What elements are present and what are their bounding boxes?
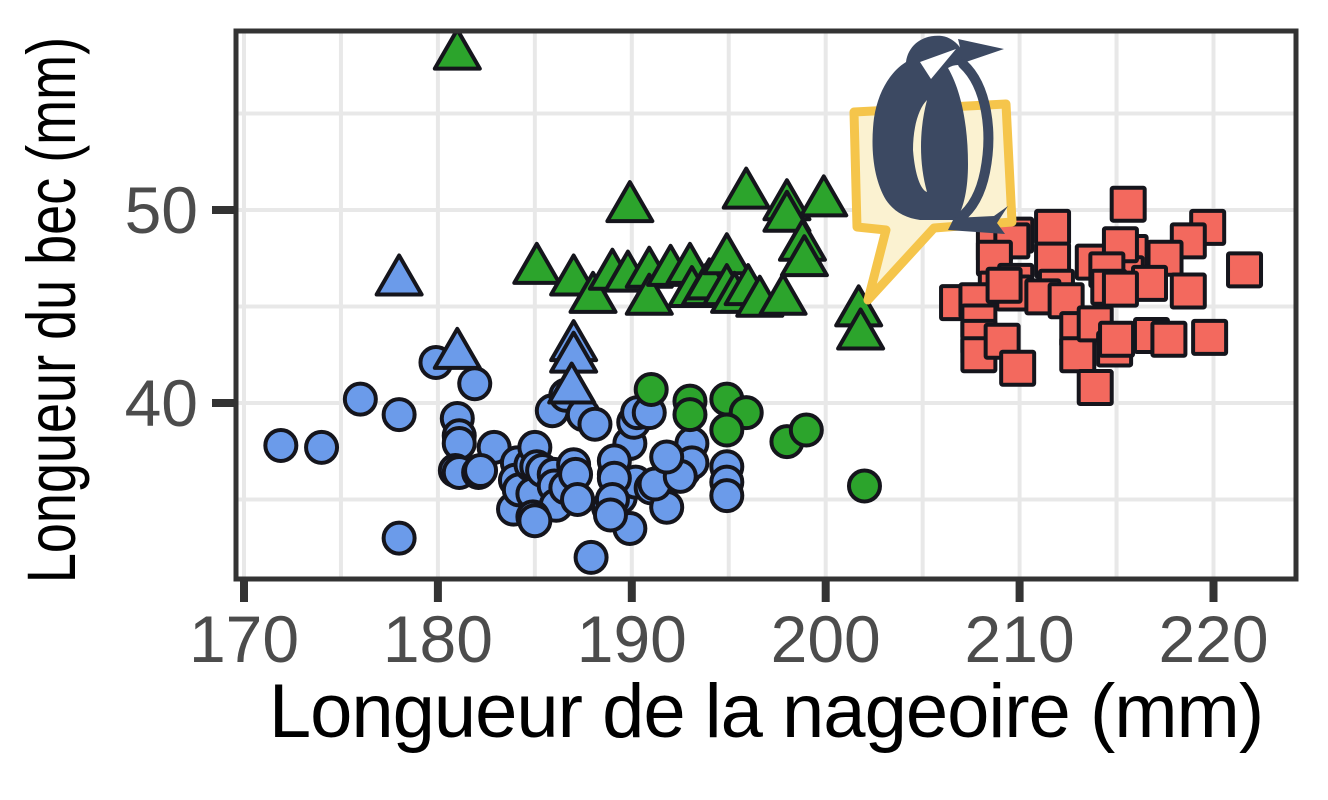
circle-marker — [573, 539, 609, 575]
triangle-marker — [547, 361, 597, 405]
square-marker — [1150, 320, 1188, 358]
square-marker — [1034, 208, 1072, 246]
x-axis-title: Longueur de la nageoire (mm) — [268, 669, 1264, 754]
penguin-eye-patch — [920, 49, 956, 79]
penguin-icon — [872, 35, 1008, 234]
x-tick-label: 220 — [1158, 602, 1268, 676]
circle-marker — [517, 503, 553, 539]
circle-marker — [463, 453, 499, 489]
circle-marker — [263, 427, 299, 463]
panel-border — [233, 28, 1299, 582]
series-green-circles — [633, 371, 882, 504]
triangle-marker — [758, 272, 808, 316]
square-marker — [1226, 251, 1264, 289]
circle-marker — [381, 397, 417, 433]
circle-marker — [560, 482, 596, 517]
penguin-back-line — [955, 59, 994, 223]
triangle-marker — [799, 174, 849, 218]
penguin-beak — [958, 39, 1004, 63]
square-marker — [1109, 185, 1147, 223]
circle-marker — [457, 366, 493, 402]
y-tick-label: 50 — [125, 173, 198, 247]
triangle-marker — [836, 307, 886, 351]
circle-marker — [304, 429, 340, 465]
triangle-marker — [605, 180, 655, 224]
circle-marker — [709, 478, 745, 514]
circle-marker — [649, 439, 685, 475]
y-axis-title: Longueur du bec (mm) — [13, 36, 91, 584]
series-green-triangles — [432, 31, 886, 351]
square-marker — [1098, 320, 1136, 358]
circle-marker — [592, 497, 628, 533]
y-axis-title-box: Longueur du bec (mm) — [0, 0, 104, 620]
circle-marker — [846, 468, 882, 504]
circle-marker — [672, 397, 708, 433]
x-tick-label: 200 — [771, 602, 881, 676]
triangle-marker — [624, 272, 674, 316]
penguin-wing-gap — [913, 100, 927, 192]
circle-marker — [633, 371, 669, 407]
axis-ticks: 170 180 190 200 210 220 40 50 — [125, 173, 1269, 676]
penguin-feet — [948, 206, 1008, 234]
triangle-marker — [432, 31, 482, 71]
square-marker — [1169, 272, 1207, 310]
triangle-marker — [762, 189, 812, 233]
square-marker — [1191, 318, 1229, 356]
penguin-sticker — [849, 35, 1017, 305]
triangle-marker — [568, 270, 618, 314]
x-tick-label: 190 — [577, 602, 687, 676]
square-marker — [999, 349, 1037, 387]
triangle-marker — [374, 253, 424, 297]
series-blue-triangles — [374, 253, 599, 405]
square-marker — [1101, 270, 1139, 308]
x-tick-label: 180 — [383, 602, 493, 676]
triangle-marker — [512, 241, 562, 285]
triangle-marker — [432, 326, 482, 370]
triangle-marker — [779, 234, 829, 278]
circle-marker — [381, 520, 417, 556]
square-marker — [1076, 369, 1114, 407]
circle-marker — [788, 412, 824, 448]
circle-marker — [709, 412, 745, 448]
circle-marker — [577, 406, 613, 442]
square-marker — [1059, 336, 1097, 374]
circle-marker — [342, 381, 378, 417]
square-marker — [985, 266, 1023, 304]
x-tick-label: 170 — [189, 602, 299, 676]
y-tick-label: 40 — [125, 366, 198, 440]
x-tick-label: 210 — [965, 602, 1075, 676]
triangle-marker — [721, 166, 771, 210]
series-blue-circles — [263, 344, 745, 575]
